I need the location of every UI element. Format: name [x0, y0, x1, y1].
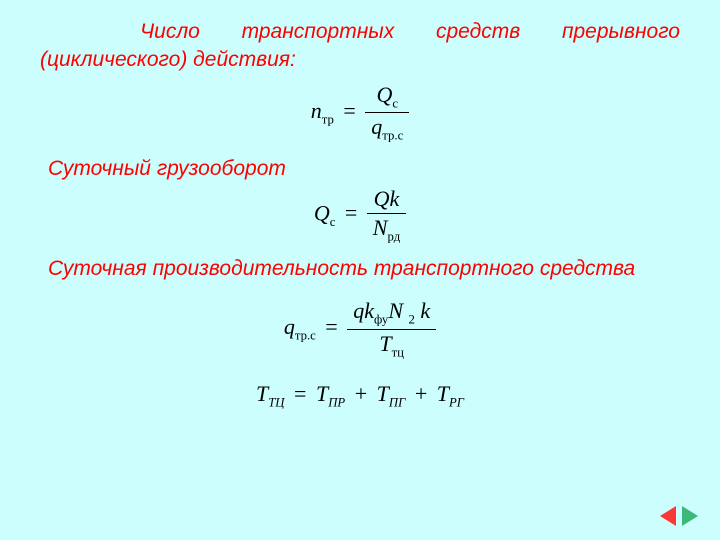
f4-lhs-sym: T [256, 381, 268, 406]
f4-t2-sub: ПГ [389, 395, 405, 409]
f1-den-sym: q [371, 114, 382, 139]
f4-t2-sym: T [377, 381, 389, 406]
equals-sign: = [341, 200, 361, 225]
f3-k2: k [420, 298, 430, 323]
f3-den-sym: T [379, 331, 391, 356]
f4-t3-sym: T [437, 381, 449, 406]
plus-sign: + [351, 381, 371, 406]
intro-text: Число транспортных средств прерывного (ц… [40, 18, 680, 75]
spacer [40, 416, 680, 506]
f2-lhs-sub: с [330, 214, 336, 228]
f3-frac: qkфуN 2 k Tтц [347, 299, 436, 359]
f3-lhs-sym: q [284, 314, 295, 339]
formula-t-tc: TТЦ = TПР + TПГ + TРГ [40, 381, 680, 410]
f1-num-sub: с [392, 96, 398, 110]
f3-N: N [388, 298, 403, 323]
f2-frac: Qk Nрд [367, 187, 406, 244]
f3-2: 2 [409, 313, 415, 327]
formula-n-tr: nтр = Qс qтр.с [40, 83, 680, 143]
slide: Число транспортных средств прерывного (ц… [0, 0, 720, 540]
f2-den-sub: рд [387, 229, 400, 243]
f3-q: q [353, 298, 364, 323]
formula-qc: Qс = Qk Nрд [40, 187, 680, 244]
f1-frac: Qс qтр.с [365, 83, 409, 143]
f3-lhs-sub: тр.с [295, 329, 316, 343]
f1-lhs-sym: n [311, 98, 322, 123]
f4-lhs-sub: ТЦ [268, 395, 284, 409]
f4-t3-sub: РГ [449, 395, 464, 409]
f1-num-sym: Q [376, 82, 392, 107]
heading-perf: Суточная производительность транспортног… [48, 257, 680, 281]
f4-t1-sub: ПР [328, 395, 345, 409]
formula-q-trc: qтр.с = qkфуN 2 k Tтц [40, 299, 680, 359]
f2-num: Qk [367, 187, 406, 214]
next-arrow-icon[interactable] [682, 506, 698, 526]
f3-den-sub: тц [392, 345, 404, 359]
plus-sign: + [411, 381, 431, 406]
prev-arrow-icon[interactable] [660, 506, 676, 526]
equals-sign: = [321, 314, 341, 339]
equals-sign: = [339, 98, 359, 123]
equals-sign: = [290, 381, 310, 406]
f2-lhs-sym: Q [314, 200, 330, 225]
f4-t1-sym: T [316, 381, 328, 406]
nav-arrows [660, 506, 698, 526]
f1-lhs-sub: тр [322, 112, 334, 126]
f1-den-sub: тр.с [382, 129, 403, 143]
heading-daily: Суточный грузооборот [48, 157, 680, 181]
f3-k1-sub: фу [374, 313, 388, 327]
f3-k1: k [364, 298, 374, 323]
f2-den-sym: N [373, 215, 388, 240]
